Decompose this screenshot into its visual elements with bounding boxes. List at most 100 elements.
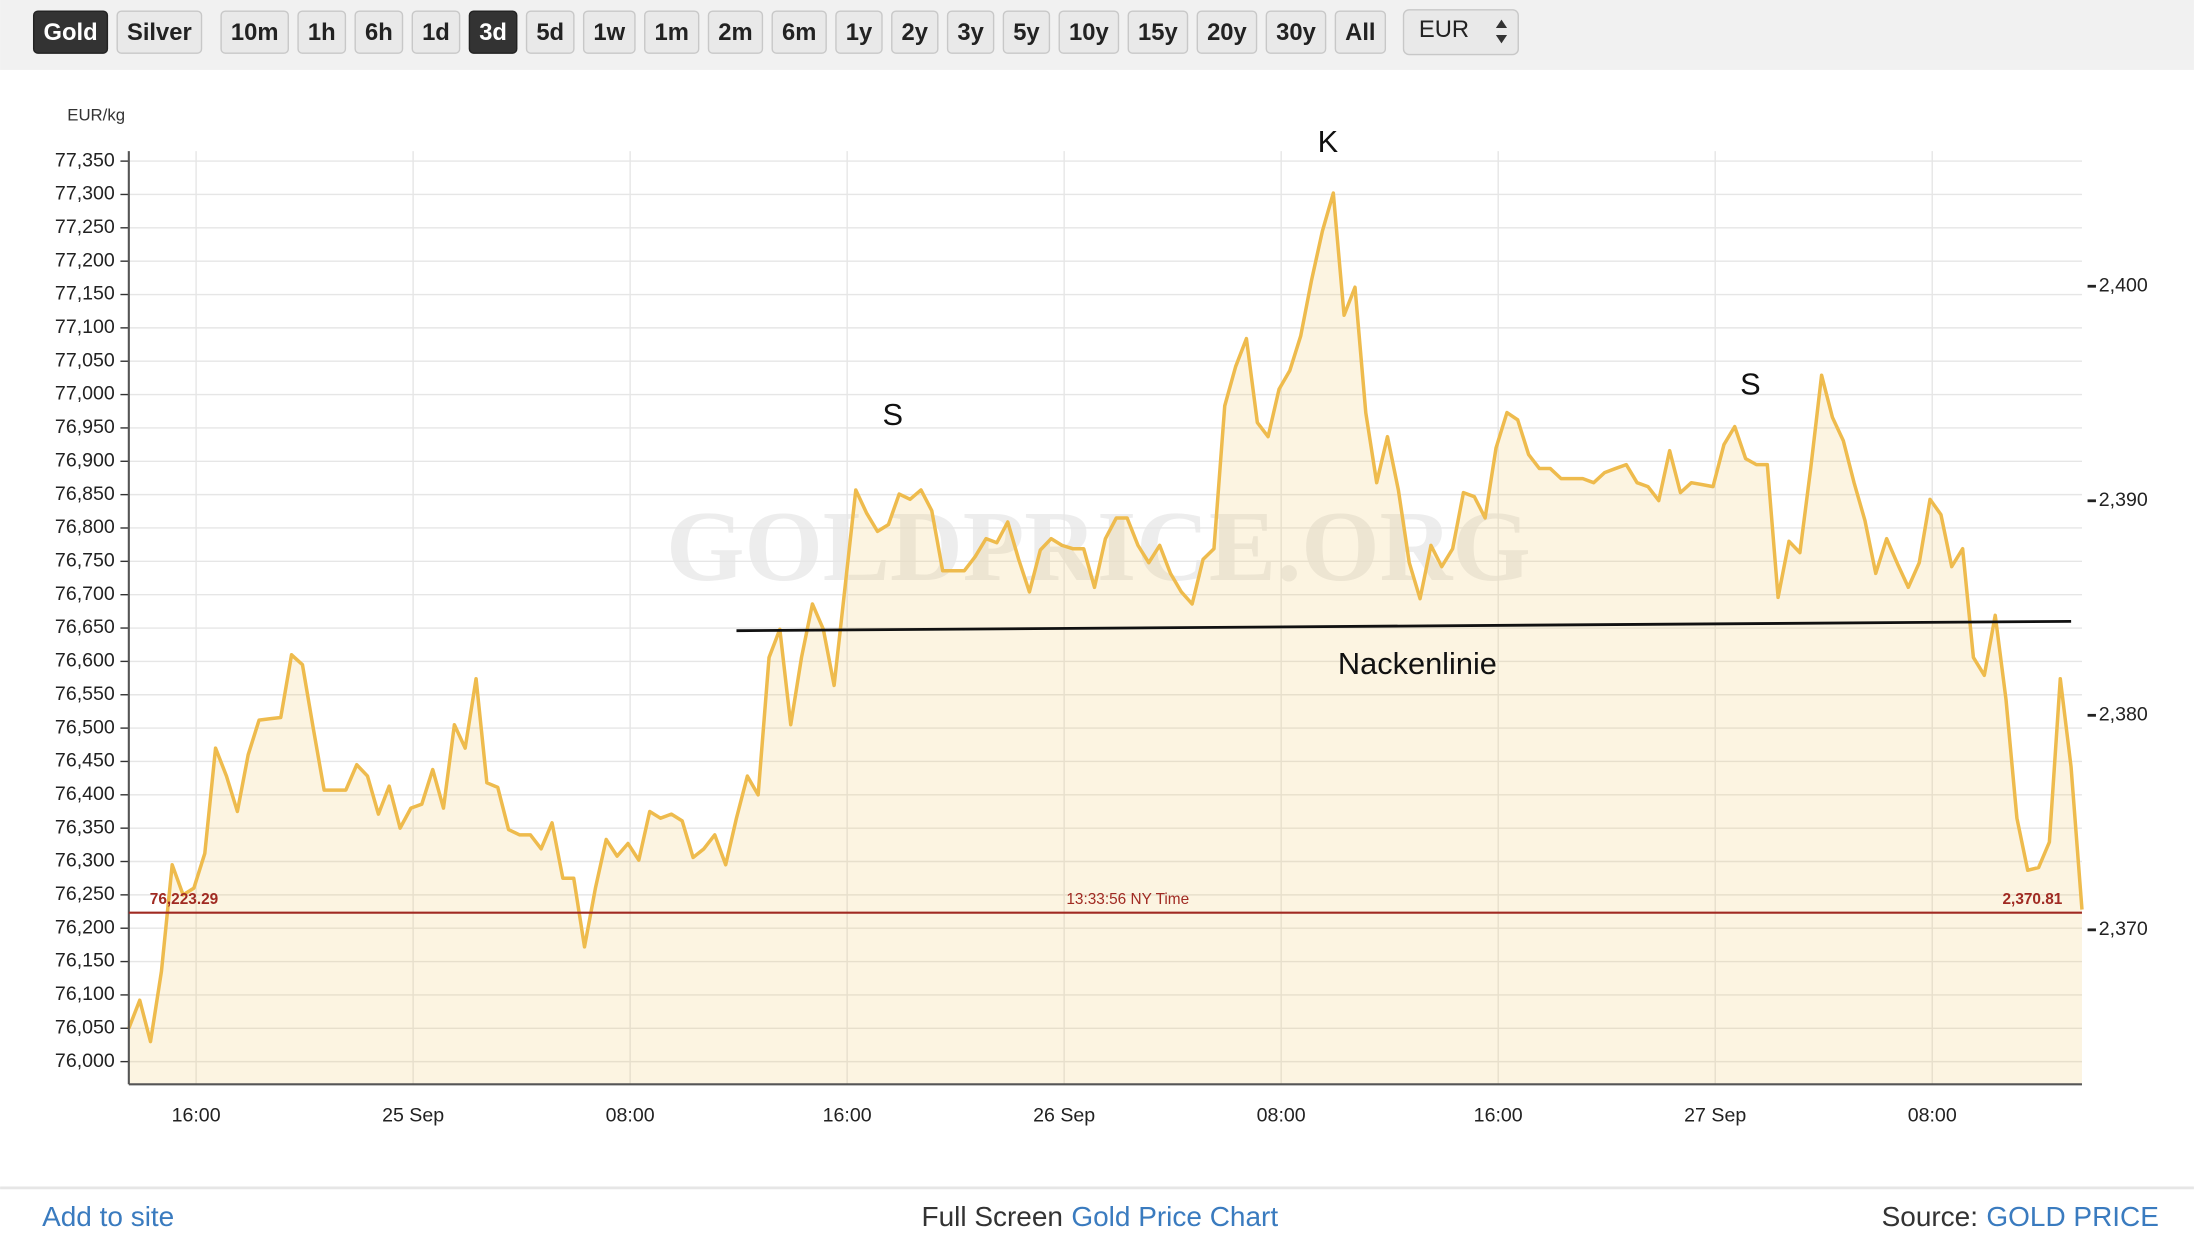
toolbar-button[interactable] <box>1058 10 1120 54</box>
toolbar-button[interactable] <box>32 10 109 54</box>
x-tick-label: 16:00 <box>172 1105 221 1127</box>
toolbar-button[interactable] <box>297 10 347 54</box>
toolbar-button[interactable] <box>891 10 939 54</box>
price-label: 76,223.29 <box>150 891 218 908</box>
y-tick-label: 76,600 <box>55 650 115 672</box>
y-tick-label: 76,400 <box>55 783 115 805</box>
select-arrows <box>1495 19 1508 44</box>
y-tick-label: 76,050 <box>55 1016 115 1038</box>
x-tick-label: 27 Sep <box>1684 1105 1746 1127</box>
x-tick-label: 08:00 <box>1257 1105 1306 1127</box>
toolbar-button[interactable] <box>525 10 575 54</box>
y-tick-label: 76,350 <box>55 816 115 838</box>
y-tick-label: 76,750 <box>55 550 115 572</box>
footer-link[interactable]: Gold Price Chart <box>1071 1201 1278 1232</box>
toolbar-button-label[interactable]: 30y <box>1276 19 1316 46</box>
toolbar-button-label[interactable]: 6h <box>365 19 393 46</box>
y-tick-label: 77,050 <box>55 349 115 371</box>
currency-select[interactable] <box>1402 9 1519 56</box>
toolbar-button[interactable] <box>468 10 518 54</box>
y-tick-label: 77,150 <box>55 283 115 305</box>
annotation: S <box>1740 366 1761 401</box>
line <box>127 191 2084 1044</box>
y-tick-label: 76,150 <box>55 950 115 972</box>
toolbar-button[interactable] <box>411 10 461 54</box>
toolbar-button[interactable] <box>1265 10 1327 54</box>
toolbar-button[interactable] <box>946 10 995 54</box>
toolbar-button-label[interactable]: 6m <box>782 19 816 46</box>
toolbar-button[interactable] <box>707 10 764 54</box>
toolbar-button-label[interactable]: 1w <box>593 19 625 46</box>
footer-link[interactable]: Add to site <box>42 1201 174 1232</box>
toolbar-button-label[interactable]: 3y <box>957 19 984 46</box>
toolbar-button-label[interactable]: 5y <box>1013 19 1040 46</box>
y-tick-label: 76,800 <box>55 516 115 538</box>
toolbar-button-label[interactable]: 1m <box>655 19 689 46</box>
annotation: S <box>882 397 903 432</box>
x-tick-label: 16:00 <box>823 1105 872 1127</box>
toolbar-button[interactable] <box>771 10 827 54</box>
y-tick-label: 77,250 <box>55 216 115 238</box>
toolbar-button-label[interactable]: Gold <box>43 19 97 46</box>
y-tick-label: 77,200 <box>55 249 115 271</box>
toolbar-button-label[interactable]: 2y <box>902 19 929 46</box>
y-tick-label: 76,300 <box>55 850 115 872</box>
toolbar-button-label[interactable]: 2m <box>718 19 752 46</box>
toolbar-button-label[interactable]: 1d <box>422 19 450 46</box>
toolbar-button[interactable] <box>1127 10 1189 54</box>
toolbar-button-label[interactable]: All <box>1345 19 1375 46</box>
y-tick-label: 76,850 <box>55 483 115 505</box>
y-tick-label: 76,650 <box>55 616 115 638</box>
x-tick-label: 08:00 <box>606 1105 655 1127</box>
toolbar-button-label[interactable]: 10y <box>1069 19 1109 46</box>
toolbar-button[interactable] <box>220 10 289 54</box>
x-tick-label: 16:00 <box>1474 1105 1523 1127</box>
neckline <box>736 619 2072 633</box>
footer-text: Source: <box>1882 1201 1978 1232</box>
toolbar-button-label[interactable]: 1y <box>846 19 873 46</box>
neckline-label: Nackenlinie <box>1338 646 1497 681</box>
price-label-2: 2,370.81 <box>2003 891 2063 908</box>
x-tick-label: 26 Sep <box>1033 1105 1095 1127</box>
footer-text: Full Screen <box>921 1201 1062 1232</box>
toolbar-button[interactable] <box>644 10 700 54</box>
toolbar-button[interactable] <box>116 10 203 54</box>
y-tick-label: 76,200 <box>55 916 115 938</box>
toolbar-button-label[interactable]: 10m <box>231 19 279 46</box>
footer-link[interactable]: GOLD PRICE <box>1986 1201 2159 1232</box>
y-tick-label: 76,900 <box>55 449 115 471</box>
price-time: 13:33:56 NY Time <box>1066 891 1189 908</box>
toolbar-button[interactable] <box>582 10 636 54</box>
toolbar-button-label[interactable]: 3d <box>479 19 507 46</box>
y2-tick-label: 2,390 <box>2099 489 2148 511</box>
toolbar-button[interactable] <box>1196 10 1258 54</box>
y-tick-label: 76,250 <box>55 883 115 905</box>
x-tick-label: 08:00 <box>1908 1105 1957 1127</box>
y-tick-label: 76,950 <box>55 416 115 438</box>
y2-tick-label: 2,380 <box>2099 703 2148 725</box>
y-tick-label: 77,100 <box>55 316 115 338</box>
area <box>128 193 2082 1085</box>
y-tick-label: 76,100 <box>55 983 115 1005</box>
toolbar-button[interactable] <box>835 10 883 54</box>
y2-tick-label: 2,400 <box>2099 274 2148 296</box>
toolbar-button-label[interactable]: 20y <box>1207 19 1247 46</box>
y-axis-label: EUR/kg <box>67 106 125 125</box>
toolbar-button[interactable] <box>1334 10 1387 54</box>
toolbar-button[interactable] <box>1002 10 1051 54</box>
y-tick-label: 76,000 <box>55 1050 115 1072</box>
annotation: K <box>1318 124 1339 159</box>
toolbar-button-label[interactable]: Silver <box>127 19 192 46</box>
y-tick-label: 76,450 <box>55 750 115 772</box>
y-tick-label: 76,550 <box>55 683 115 705</box>
toolbar-button-label[interactable]: 5d <box>536 19 564 46</box>
y-tick-label: 77,350 <box>55 149 115 171</box>
toolbar-button-label[interactable]: 1h <box>308 19 336 46</box>
toolbar-button[interactable] <box>354 10 404 54</box>
y-tick-label: 77,000 <box>55 383 115 405</box>
toolbar-button-label[interactable]: 15y <box>1138 19 1178 46</box>
watermark: GOLDPRICE.ORG <box>666 490 1531 602</box>
currency-label[interactable]: EUR <box>1419 16 1469 43</box>
